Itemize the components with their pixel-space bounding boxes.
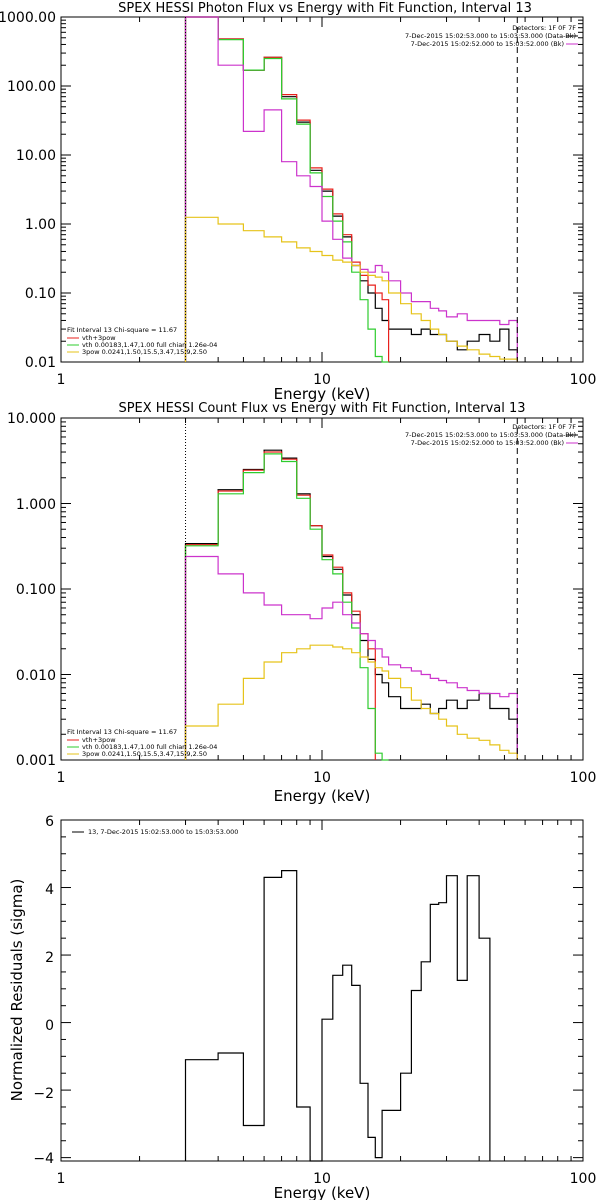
residuals-xtick-1: 10: [313, 1171, 331, 1187]
residuals-panel: −4 −2 0 2 4 6 1 10 100 Energy (keV) Norm…: [8, 814, 596, 1200]
count-header-line-3: 7-Dec-2015 15:02:52.000 to 15:03:52.000 …: [411, 439, 564, 447]
photon-ytick-2: 1.00: [25, 217, 56, 233]
residuals-xtick-2: 100: [570, 1171, 597, 1187]
photon-x-axis-label: Energy (keV): [274, 385, 371, 403]
photon-xtick-2: 100: [570, 372, 597, 388]
photon-legend-model: vth+3pow: [82, 334, 116, 342]
photon-series-2-line: [184, 16, 389, 363]
count-header-line-1: Detectors: 1F 0F 7F: [512, 423, 576, 431]
count-series-0-line: [184, 449, 518, 760]
photon-data-series: [184, 16, 518, 363]
count-ytick-3: 1.000: [16, 497, 56, 513]
residuals-ytick-0: −4: [33, 1151, 54, 1167]
photon-legend-title: Fit Interval 13 Chi-square = 11.67: [67, 326, 177, 334]
residuals-ytick-3: 2: [45, 950, 54, 966]
count-panel-title: SPEX HESSI Count Flux vs Energy with Fit…: [118, 401, 525, 416]
residuals-x-axis-label: Energy (keV): [274, 1184, 371, 1200]
residuals-y-axis-label: Normalized Residuals (sigma): [8, 879, 26, 1102]
photon-series-4-line: [184, 216, 518, 362]
count-data-series: [184, 449, 518, 761]
photon-flux-panel: SPEX HESSI Photon Flux vs Energy with Fi…: [0, 1, 596, 403]
residuals-axis-ticks: [61, 820, 583, 1161]
residuals-legend-text: 13, 7-Dec-2015 15:02:53.000 to 15:03:53.…: [88, 828, 238, 836]
photon-header-line-1: Detectors: 1F 0F 7F: [512, 24, 576, 32]
residuals-ytick-5: 6: [45, 814, 54, 830]
photon-ytick-5: 1000.00: [0, 10, 56, 26]
photon-ytick-0: 0.01: [25, 355, 56, 371]
count-legend-3pow: 3pow 0.0241,1.50,15.5,3.47,15.9,2.50: [82, 750, 207, 758]
photon-panel-title: SPEX HESSI Photon Flux vs Energy with Fi…: [118, 1, 532, 16]
count-ytick-2: 0.100: [16, 582, 56, 598]
photon-series-1-line: [184, 16, 390, 362]
photon-ytick-3: 10.00: [16, 148, 56, 164]
photon-xtick-0: 1: [57, 372, 66, 388]
photon-series-3-line: [184, 16, 518, 362]
photon-legend-vth: vth 0.00183,1.47,1.00 full chian 1.26e-0…: [82, 341, 217, 349]
photon-header-line-2: 7-Dec-2015 15:02:53.000 to 15:03:53.000 …: [405, 32, 576, 40]
residuals-ytick-2: 0: [45, 1018, 54, 1034]
residuals-data-series: [184, 870, 491, 1162]
count-series-3-line: [184, 555, 518, 760]
count-header-line-2: 7-Dec-2015 15:02:53.000 to 15:03:53.000 …: [405, 431, 576, 439]
residuals-ytick-1: −2: [33, 1086, 54, 1102]
photon-legend-3pow: 3pow 0.0241,1.50,15.5,3.47,15.9,2.50: [82, 348, 207, 356]
photon-header-line-3: 7-Dec-2015 15:02:52.000 to 15:03:52.000 …: [411, 40, 564, 48]
photon-ytick-4: 100.00: [7, 79, 56, 95]
count-series-1-line: [184, 451, 376, 760]
photon-ytick-1: 0.10: [25, 286, 56, 302]
residuals-series-0-line: [184, 870, 491, 1162]
count-x-axis-label: Energy (keV): [274, 787, 371, 805]
residuals-ytick-4: 4: [45, 882, 54, 898]
residuals-xtick-0: 1: [57, 1171, 66, 1187]
count-ytick-0: 0.001: [16, 753, 56, 769]
count-xtick-1: 10: [313, 770, 331, 786]
photon-xtick-1: 10: [313, 372, 331, 388]
count-ytick-4: 10.000: [7, 411, 56, 427]
photon-axis-ticks: [61, 17, 583, 362]
count-xtick-2: 100: [570, 770, 597, 786]
count-legend-model: vth+3pow: [82, 736, 116, 744]
count-flux-panel: SPEX HESSI Count Flux vs Energy with Fit…: [7, 401, 596, 805]
photon-series-0-line: [184, 16, 518, 362]
count-legend-vth: vth 0.00183,1.47,1.00 full chian 1.26e-0…: [82, 743, 217, 751]
count-xtick-0: 1: [57, 770, 66, 786]
count-series-2-line: [184, 453, 389, 761]
count-ytick-1: 0.010: [16, 668, 56, 684]
count-legend-title: Fit Interval 13 Chi-square = 11.67: [67, 728, 177, 736]
count-series-4-line: [184, 644, 518, 760]
